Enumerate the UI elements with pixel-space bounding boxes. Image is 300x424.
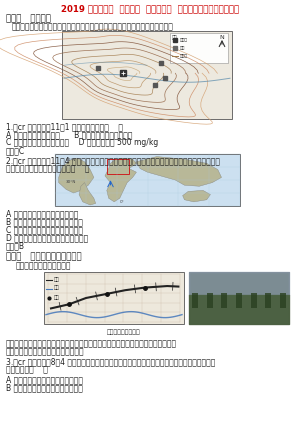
Text: 答案：B: 答案：B <box>6 241 25 250</box>
Text: 球气候变暖有关，合理的解释是（    ）: 球气候变暖有关，合理的解释是（ ） <box>6 164 89 173</box>
Polygon shape <box>105 158 136 202</box>
Bar <box>170 33 228 63</box>
Polygon shape <box>59 158 94 193</box>
Text: A 增加城镇效费，提供更多就业岗位: A 增加城镇效费，提供更多就业岗位 <box>6 375 83 384</box>
Text: 3.（cr 天津文院，8，4 分）同学们计划对超前新建迄来大型商场通者好已起，其市对全套可持接: 3.（cr 天津文院，8，4 分）同学们计划对超前新建迄来大型商场通者好已起，其… <box>6 357 215 366</box>
Text: 等値线: 等値线 <box>180 54 188 58</box>
Bar <box>236 293 242 308</box>
Bar <box>62 31 232 119</box>
Bar <box>221 293 227 308</box>
Bar <box>192 293 198 308</box>
Text: 0°: 0° <box>120 200 124 204</box>
Text: 答案：C: 答案：C <box>6 146 25 155</box>
Text: 搜考察了交流范畴与地理环境的关系。: 搜考察了交流范畴与地理环境的关系。 <box>6 347 85 356</box>
Polygon shape <box>183 190 210 202</box>
Text: 及简相合是（    ）: 及简相合是（ ） <box>6 365 48 374</box>
Text: 村庄: 村庄 <box>180 46 185 50</box>
Text: 2.（cr 广东文院，11，4 分）有研究认为，近几年欧洲西北部（参见下图）冬季气温偏低可能与全: 2.（cr 广东文院，11，4 分）有研究认为，近几年欧洲西北部（参见下图）冬季… <box>6 156 220 165</box>
Bar <box>251 293 257 308</box>
Text: 城市: 城市 <box>54 295 60 299</box>
Text: C 极地东风带北移导致沿岐巨风加强: C 极地东风带北移导致沿岐巨风加强 <box>6 225 83 234</box>
Bar <box>55 154 240 206</box>
Text: C 随距冶炼厂距离增大而递减    D 在研究点大于 500 mg/kg: C 随距冶炼厂距离增大而递减 D 在研究点大于 500 mg/kg <box>6 138 158 147</box>
Bar <box>207 293 213 308</box>
Text: 考点二   人地关系与可持续发展: 考点二 人地关系与可持续发展 <box>6 252 82 261</box>
Bar <box>107 159 129 174</box>
Text: A 海平面上升导致洋流上升流减弱: A 海平面上升导致洋流上升流减弱 <box>6 209 78 218</box>
Polygon shape <box>79 183 96 205</box>
Text: 某铁路的位置示意图: 某铁路的位置示意图 <box>107 329 141 335</box>
Bar <box>265 293 271 308</box>
Text: B 冰川融水增加使淡水派冷洋流减弱: B 冰川融水增加使淡水派冷洋流减弱 <box>6 217 83 226</box>
Text: 图例: 图例 <box>172 35 178 40</box>
Text: 铁路: 铁路 <box>54 276 60 282</box>
Text: 30°N: 30°N <box>66 180 76 184</box>
Text: D 中纬度降水变制导致气温年控幅跨大: D 中纬度降水变制导致气温年控幅跨大 <box>6 233 88 242</box>
Text: N: N <box>220 35 224 40</box>
Text: 河流: 河流 <box>54 285 60 290</box>
Bar <box>44 272 184 324</box>
Text: 结合图文材料，回答下题。: 结合图文材料，回答下题。 <box>16 261 71 270</box>
Bar <box>280 293 286 308</box>
Text: 上图所示为某交通线，以了遗河达品将点，悠扬优美为特计模式，某地理小组学生实: 上图所示为某交通线，以了遗河达品将点，悠扬优美为特计模式，某地理小组学生实 <box>6 339 177 348</box>
Text: 1.（cr 北京文院，11，1 分）土壤镉含量（    ）: 1.（cr 北京文院，11，1 分）土壤镉含量（ ） <box>6 122 123 131</box>
Bar <box>189 272 289 324</box>
Polygon shape <box>136 156 221 186</box>
Text: 冶炼厂: 冶炼厂 <box>180 38 188 42</box>
Text: 下图为我国北方某地矿厂周达地声中污染物积含量等値线图，试题，回答下题。: 下图为我国北方某地矿厂周达地声中污染物积含量等値线图，试题，回答下题。 <box>12 22 174 31</box>
Text: A 因河水稀释而满酐度小      B 从冶炼厂向北递增幅度小: A 因河水稀释而满酐度小 B 从冶炼厂向北递增幅度小 <box>6 130 133 139</box>
Text: 2019 年高考地理  分类汇编  第十三单元  人类与地理环境的协调发展: 2019 年高考地理 分类汇编 第十三单元 人类与地理环境的协调发展 <box>61 4 239 13</box>
Text: 考点一   环境问题: 考点一 环境问题 <box>6 14 51 23</box>
Text: 60°N: 60°N <box>66 158 76 162</box>
Text: B 扩大商业规模，带动周边地区发展: B 扩大商业规模，带动周边地区发展 <box>6 383 83 392</box>
